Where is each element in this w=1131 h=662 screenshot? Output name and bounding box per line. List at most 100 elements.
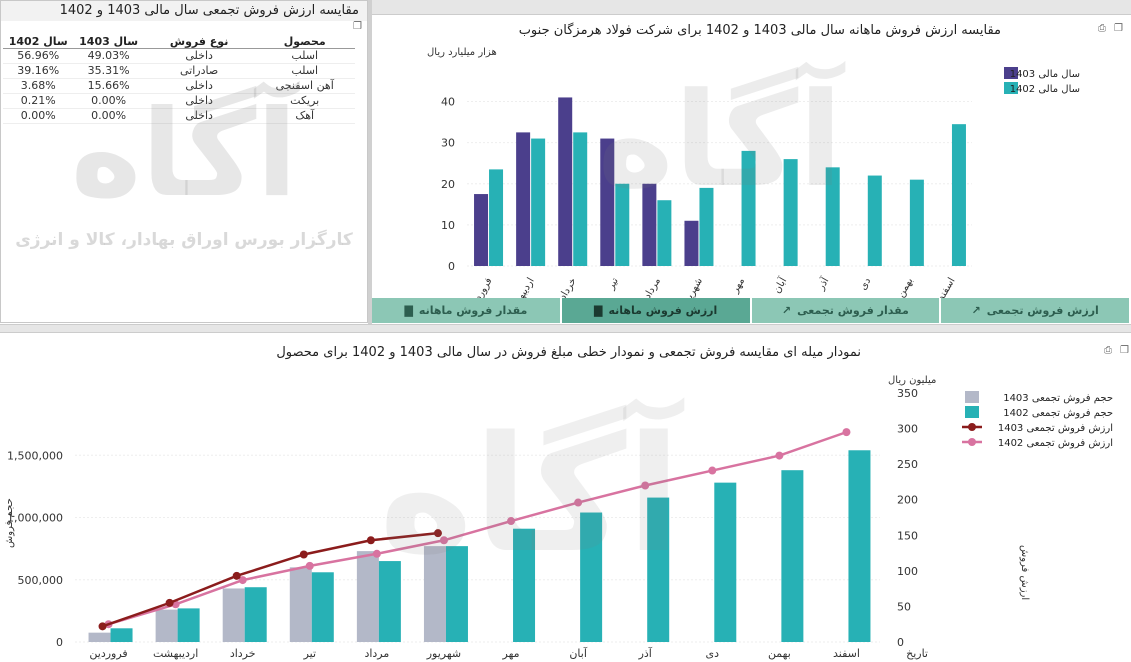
cumulative-chart-title: نمودار میله ای مقایسه فروش تجمعی و نمودا…	[0, 343, 1131, 363]
legend-label: سال مالی 1403	[1010, 69, 1080, 80]
x-tick-label: دی	[706, 647, 720, 660]
x-tick-label: مهر	[502, 647, 520, 660]
cumulative-bar-1-10	[781, 470, 804, 642]
cumulative-bar-0-2	[222, 588, 245, 642]
tab-label: ارزش فروش تجمعی	[986, 304, 1099, 317]
y-right-tick-label: 350	[897, 387, 918, 400]
line-point-1-8	[641, 481, 650, 490]
table-row: آهن اسفنجی داخلی 15.66% 3.68%	[3, 78, 355, 94]
cumulative-bar-1-4	[378, 561, 401, 642]
cumulative-bar-0-4	[356, 551, 379, 642]
line-point-1-11	[842, 428, 851, 437]
x-axis-label: تاریخ	[906, 647, 928, 660]
cumulative-combo-chart: 0 500,000 1,000,000 1,500,000 0 50 100 150 200 25…	[4, 375, 1113, 660]
line-point-1-7	[574, 498, 583, 507]
bar-0-3	[600, 138, 615, 266]
bar-1-2	[573, 132, 588, 266]
print-icon[interactable]: ⎙	[1104, 345, 1112, 356]
line-point-0-2	[232, 571, 241, 580]
panel-divider	[0, 324, 1131, 333]
line-point-1-6	[507, 517, 516, 526]
header-sale-type[interactable]: نوع فروش	[143, 35, 255, 49]
cell-year-1403: 15.66%	[73, 78, 144, 94]
y-tick-label: 10	[441, 219, 455, 232]
y-right-tick-label: 200	[897, 494, 918, 507]
tab-0[interactable]: مقدار فروش ماهانه ▇	[372, 298, 562, 323]
table-row: اسلب صادراتی 35.31% 39.16%	[3, 63, 355, 79]
export-icon[interactable]: ❐	[1114, 23, 1123, 34]
cumulative-bar-1-3	[311, 572, 334, 642]
cell-year-1403: 0.00%	[73, 108, 144, 124]
bar-1-9	[867, 175, 882, 266]
line-chart-icon: ↗	[971, 304, 981, 317]
y-tick-label: 0	[448, 260, 455, 273]
cumulative-bar-1-9	[714, 482, 737, 642]
x-tick-label: خرداد	[230, 647, 256, 660]
cell-product: اسلب	[254, 63, 355, 79]
cumulative-bar-1-8	[647, 497, 670, 642]
line-point-1-4	[372, 549, 381, 558]
line-point-0-0	[98, 622, 107, 631]
x-tick-label: آبان	[569, 646, 587, 660]
header-year-1402[interactable]: سال 1402	[3, 35, 74, 49]
legend-swatch	[1004, 82, 1018, 94]
cumulative-bar-1-5	[445, 546, 468, 642]
x-tick-label: اردیبهشت	[153, 647, 198, 660]
cumulative-bar-1-6	[513, 528, 536, 642]
line-point-1-10	[775, 451, 784, 460]
line-point-1-5	[439, 536, 448, 545]
export-excel-icon[interactable]: ❐	[353, 21, 362, 32]
x-tick-label: آذر	[638, 646, 653, 660]
y-right-tick-label: 0	[897, 636, 904, 649]
share-table: محصول نوع فروش سال 1403 سال 1402 اسلب داخ…	[3, 35, 355, 124]
y-left-axis-label: حجم فروش	[4, 498, 15, 548]
print-icon[interactable]: ⎙	[1098, 23, 1106, 34]
cumulative-share-table-panel: مقایسه ارزش فروش تجمعی سال مالی 1403 و 1…	[0, 0, 368, 323]
cell-sale-type: صادراتی	[143, 63, 255, 79]
cell-year-1403: 0.00%	[73, 93, 144, 109]
table-row: آهک داخلی 0.00% 0.00%	[3, 108, 355, 124]
cell-product: آهن اسفنجی	[254, 78, 355, 94]
bar-0-0	[474, 194, 489, 266]
tab-2[interactable]: مقدار فروش تجمعی ↗	[751, 298, 942, 323]
tab-label: ارزش فروش ماهانه	[608, 304, 718, 317]
bar-0-4	[642, 183, 657, 266]
x-tick-label: آبان	[770, 274, 790, 295]
cumulative-bar-0-1	[155, 609, 178, 642]
cell-year-1402: 0.21%	[3, 93, 74, 109]
export-icon[interactable]: ❐	[1120, 345, 1129, 356]
x-tick-label: مرداد	[364, 647, 389, 660]
cumulative-bar-1-1	[177, 608, 200, 642]
tab-1[interactable]: ارزش فروش ماهانه ▇	[561, 298, 752, 323]
top-toolbar	[372, 0, 1131, 15]
panel-splitter[interactable]	[368, 0, 372, 324]
cell-year-1402: 3.68%	[3, 78, 74, 94]
header-product[interactable]: محصول	[254, 35, 355, 49]
line-point-0-3	[299, 550, 308, 559]
line-point-1-2	[238, 576, 247, 585]
line-point-0-4	[366, 536, 375, 545]
cell-year-1402: 39.16%	[3, 63, 74, 79]
legend-label: سال مالی 1402	[1010, 84, 1080, 95]
y-right-tick-label: 250	[897, 458, 918, 471]
table-panel-title: مقایسه ارزش فروش تجمعی سال مالی 1403 و 1…	[1, 1, 367, 21]
x-tick-label: بهمن	[768, 647, 791, 660]
cell-product: اسلب	[254, 48, 355, 64]
cumulative-bar-1-11	[848, 450, 871, 642]
bar-chart-icon: ▇	[593, 304, 603, 317]
x-tick-label: شهریور	[426, 647, 461, 660]
table-header-row: محصول نوع فروش سال 1403 سال 1402	[3, 35, 355, 49]
legend-marker	[968, 438, 976, 446]
chart-tabs: مقدار فروش ماهانه ▇ ارزش فروش ماهانه ▇ مقدار…	[372, 298, 1131, 323]
cumulative-bar-0-0	[88, 632, 111, 642]
tab-3[interactable]: ارزش فروش تجمعی ↗	[941, 298, 1131, 323]
cell-year-1402: 0.00%	[3, 108, 74, 124]
y-right-tick-label: 150	[897, 529, 918, 542]
bar-1-3	[615, 183, 630, 266]
cumulative-bar-0-5	[423, 546, 446, 642]
monthly-chart-title: مقایسه ارزش فروش ماهانه سال مالی 1403 و …	[372, 21, 1131, 41]
legend-swatch	[965, 406, 979, 418]
y-left-tick-label: 0	[56, 636, 63, 649]
header-year-1403[interactable]: سال 1403	[73, 35, 144, 49]
cell-sale-type: داخلی	[143, 48, 255, 64]
